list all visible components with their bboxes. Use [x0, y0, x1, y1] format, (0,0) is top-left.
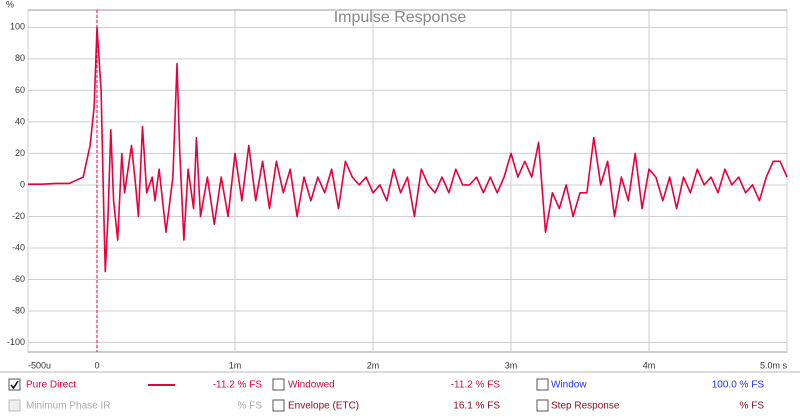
y-tick-label: 40	[15, 116, 25, 126]
x-tick-label: 2m	[367, 360, 380, 370]
legend-value: 16.1 % FS	[453, 401, 500, 412]
legend-panel: Pure Direct -11.2 % FS Windowed -11.2 % FS W…	[8, 378, 765, 412]
checkmark	[10, 380, 19, 390]
legend-value: 100.0 % FS	[712, 380, 765, 391]
x-tick-label: 1m	[229, 360, 242, 370]
checkbox	[8, 399, 21, 412]
x-tick-label: -500u	[28, 360, 51, 370]
x-tick-label: 3m	[505, 360, 518, 370]
legend-value: -11.2 % FS	[451, 380, 501, 391]
y-tick-label: 80	[15, 53, 25, 63]
x-tick-label: 4m	[643, 360, 656, 370]
x-tick-label: 0	[94, 360, 99, 370]
chart-title: Impulse Response	[334, 9, 467, 26]
checkbox[interactable]	[8, 378, 21, 391]
y-tick-label: 20	[15, 148, 25, 158]
checkbox[interactable]	[272, 378, 285, 391]
legend-value: % FS	[238, 401, 263, 412]
checkbox[interactable]	[536, 378, 549, 391]
y-tick-label: 60	[15, 85, 25, 95]
data-line	[28, 26, 788, 273]
legend-label: Envelope (ETC)	[288, 401, 359, 412]
y-tick-label: -60	[12, 274, 25, 284]
y-tick-label: 0	[20, 179, 25, 189]
y-unit: %	[6, 0, 14, 9]
legend-label: Windowed	[288, 380, 335, 391]
legend-label: Pure Direct	[26, 380, 76, 391]
legend-value: % FS	[740, 401, 765, 412]
y-tick-label: -100	[7, 337, 25, 347]
legend-label: Window	[551, 380, 587, 391]
x-tick-label: 5.0m s	[760, 360, 788, 370]
legend-label: Step Response	[551, 401, 620, 412]
y-tick-label: 100	[10, 22, 25, 32]
y-tick-label: -40	[12, 242, 25, 252]
y-tick-label: -20	[12, 211, 25, 221]
legend-label: Minimum Phase IR	[26, 401, 110, 412]
checkbox[interactable]	[536, 399, 549, 412]
legend-value: -11.2 % FS	[213, 380, 263, 391]
y-tick-label: -80	[12, 305, 25, 315]
checkbox[interactable]	[272, 399, 285, 412]
